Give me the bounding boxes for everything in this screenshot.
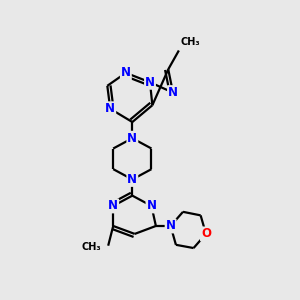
Text: N: N <box>127 173 137 186</box>
Text: N: N <box>105 102 115 115</box>
Text: CH₃: CH₃ <box>81 242 101 252</box>
Text: N: N <box>127 132 137 145</box>
Text: N: N <box>121 66 131 80</box>
Text: O: O <box>201 227 211 240</box>
Text: CH₃: CH₃ <box>180 37 200 47</box>
Text: N: N <box>145 76 155 89</box>
Text: N: N <box>146 200 157 212</box>
Text: N: N <box>108 200 118 212</box>
Text: N: N <box>166 220 176 232</box>
Text: N: N <box>168 86 178 99</box>
